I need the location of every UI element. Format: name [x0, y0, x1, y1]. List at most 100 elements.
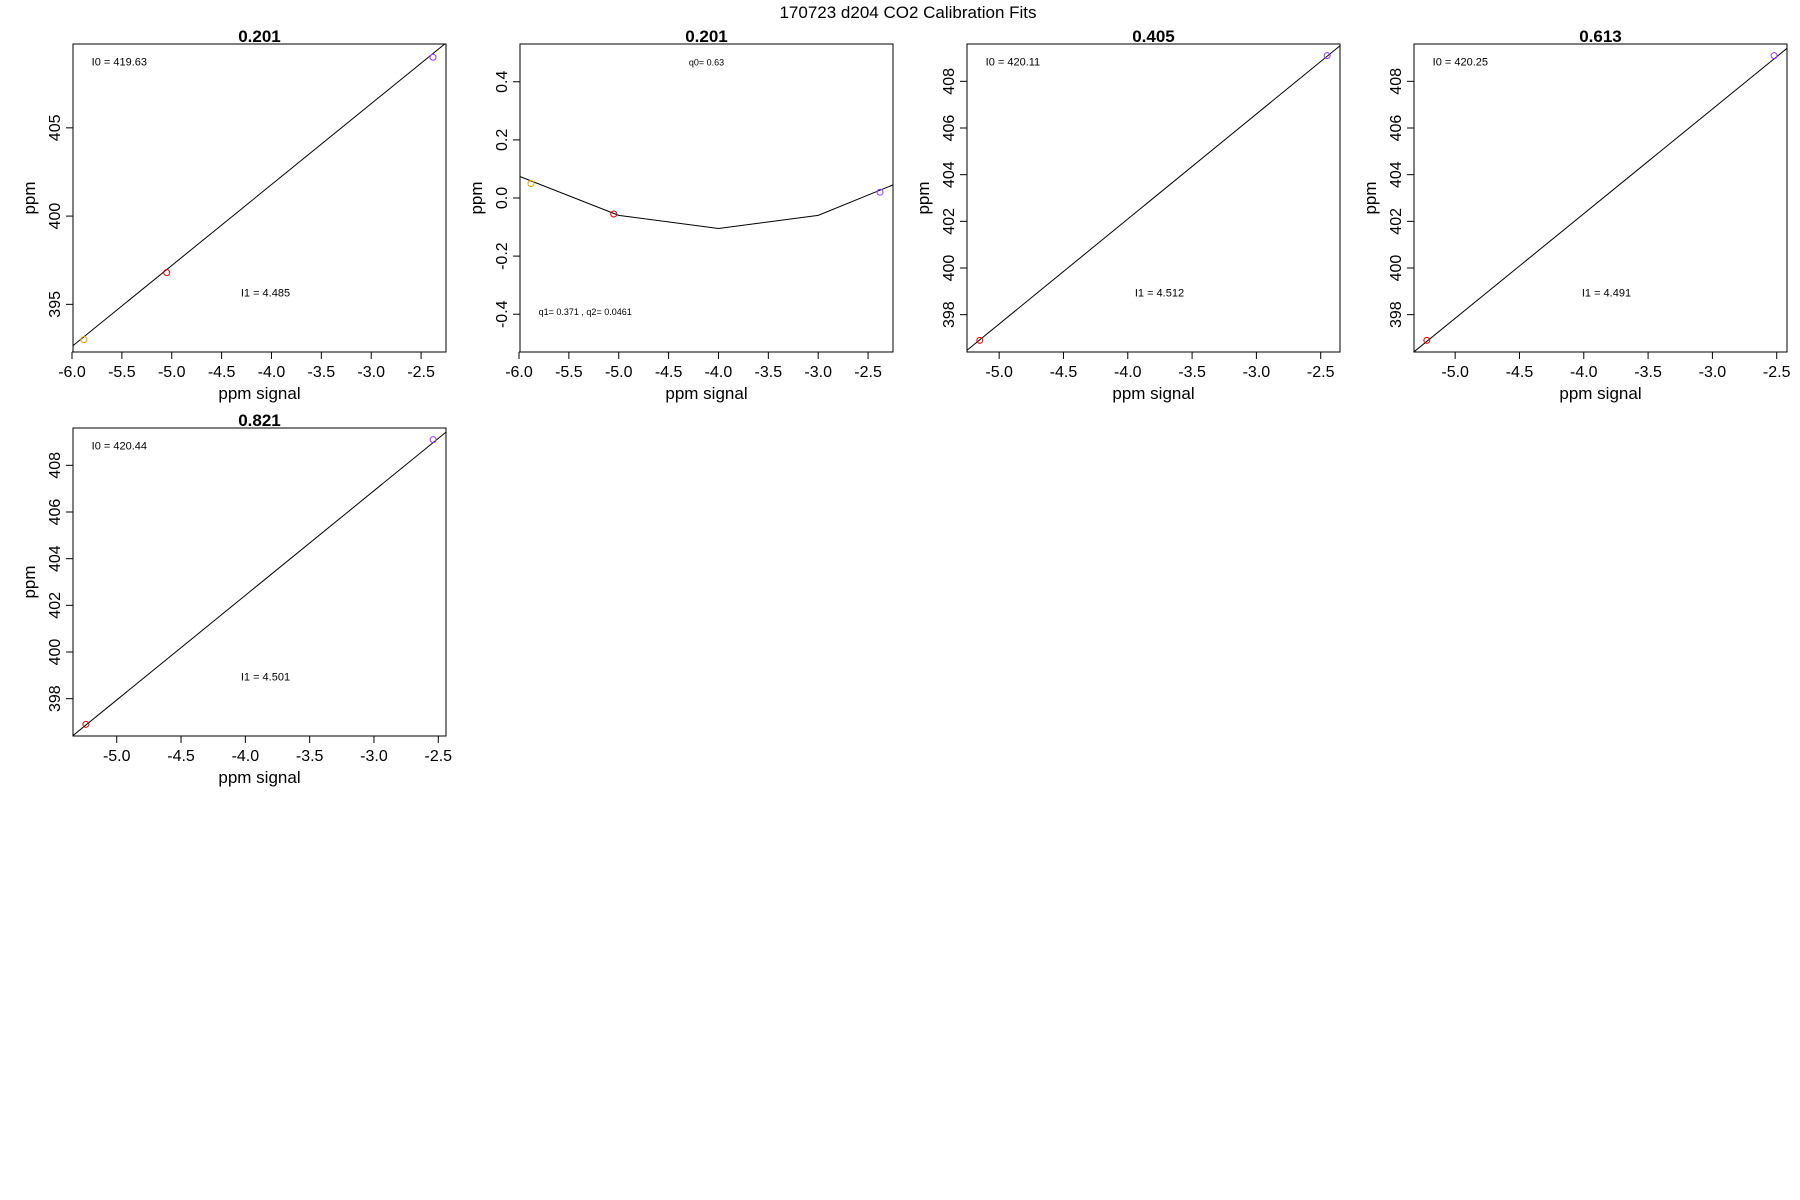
fit-annotation: I1 = 4.501	[241, 672, 290, 684]
fit-annotation: I1 = 4.512	[1135, 288, 1184, 300]
panel-title: 0.201	[685, 27, 728, 46]
fit-annotation: I1 = 4.485	[241, 288, 290, 300]
x-tick-label: -3.0	[1699, 364, 1727, 381]
y-tick-label: 398	[47, 685, 64, 712]
fit-annotation: q0= 0.63	[689, 58, 724, 68]
data-point-purple	[1770, 52, 1778, 60]
panels-container: 0.201 -6.0 -5.5 -5.0 -4.5 -4.0 -3.5 -3.0 -2.5 395…	[20, 27, 1791, 787]
x-tick-label: -4.0	[1114, 364, 1142, 381]
fit-line	[1414, 47, 1787, 352]
x-tick-label: -3.0	[357, 364, 385, 381]
y-tick-label: 400	[47, 639, 64, 666]
fit-line	[520, 176, 893, 230]
fit-line	[73, 44, 446, 347]
y-tick-label: -0.4	[494, 300, 511, 328]
x-tick-label: -3.5	[1178, 364, 1206, 381]
data-point-red	[82, 720, 90, 728]
data-point-purple	[1323, 52, 1331, 60]
x-tick-label: -4.0	[258, 364, 286, 381]
x-tick-label: -4.5	[655, 364, 683, 381]
y-tick-label: 0.2	[494, 129, 511, 151]
data-point-orange	[527, 179, 535, 187]
x-tick-label: -5.0	[158, 364, 186, 381]
y-tick-label: 408	[1388, 68, 1405, 95]
x-tick-label: -2.5	[1307, 364, 1335, 381]
fit-annotation: q1= 0.371 , q2= 0.0461	[539, 307, 632, 317]
y-tick-label: 398	[941, 301, 958, 328]
x-tick-label: -3.5	[755, 364, 783, 381]
x-axis-label: ppm signal	[218, 384, 300, 403]
x-tick-label: -3.0	[360, 748, 388, 765]
panel-title: 0.821	[238, 411, 281, 430]
fit-annotation: I0 = 419.63	[92, 57, 147, 69]
x-tick-label: -4.0	[1570, 364, 1598, 381]
x-axis-label: ppm signal	[1559, 384, 1641, 403]
x-tick-label: -2.5	[854, 364, 882, 381]
x-tick-label: -2.5	[407, 364, 435, 381]
y-tick-label: 395	[47, 291, 64, 318]
x-tick-label: -6.0	[58, 364, 86, 381]
y-axis-label: ppm	[1361, 181, 1380, 214]
x-axis-label: ppm signal	[218, 768, 300, 787]
data-point-red	[976, 336, 984, 344]
x-tick-label: -3.5	[308, 364, 336, 381]
x-tick-label: -4.5	[208, 364, 236, 381]
x-tick-label: -3.0	[804, 364, 832, 381]
y-tick-label: 0.0	[494, 187, 511, 209]
data-point-purple	[429, 436, 437, 444]
data-point-orange	[80, 336, 88, 344]
chart-panel-1: 0.201 -6.0 -5.5 -5.0 -4.5 -4.0 -3.5 -3.0 -2.5 395…	[20, 27, 447, 403]
x-tick-label: -4.0	[705, 364, 733, 381]
x-tick-label: -2.5	[424, 748, 452, 765]
fit-line	[73, 431, 446, 736]
data-point-red	[610, 210, 618, 218]
y-tick-label: 402	[47, 592, 64, 619]
x-tick-label: -5.0	[103, 748, 131, 765]
y-tick-label: -0.2	[494, 242, 511, 270]
fit-annotation: I0 = 420.44	[92, 441, 147, 453]
x-tick-label: -4.5	[1506, 364, 1534, 381]
fit-annotation: I1 = 4.491	[1582, 288, 1631, 300]
panel-title: 0.613	[1579, 27, 1622, 46]
chart-panel-3: 0.405 -5.0 -4.5 -4.0 -3.5 -3.0 -2.5 398 400 402 40…	[914, 27, 1341, 403]
x-axis-label: ppm signal	[1112, 384, 1194, 403]
figure-title: 170723 d204 CO2 Calibration Fits	[779, 3, 1036, 22]
x-axis-label: ppm signal	[665, 384, 747, 403]
y-tick-label: 400	[47, 203, 64, 230]
x-tick-label: -4.5	[1050, 364, 1078, 381]
y-tick-label: 405	[47, 114, 64, 141]
x-tick-label: -3.5	[1634, 364, 1662, 381]
x-tick-label: -3.0	[1243, 364, 1271, 381]
panel-title: 0.201	[238, 27, 281, 46]
data-point-red	[163, 269, 171, 277]
y-axis-label: ppm	[20, 181, 39, 214]
x-tick-label: -4.5	[167, 748, 195, 765]
fit-annotation: I0 = 420.25	[1433, 57, 1488, 69]
y-tick-label: 404	[1388, 161, 1405, 188]
y-tick-label: 408	[47, 452, 64, 479]
y-tick-label: 408	[941, 68, 958, 95]
y-tick-label: 398	[1388, 301, 1405, 328]
y-tick-label: 400	[1388, 255, 1405, 282]
y-tick-label: 0.4	[494, 71, 511, 93]
x-tick-label: -6.0	[505, 364, 533, 381]
y-tick-label: 402	[941, 208, 958, 235]
chart-panel-5: 0.821 -5.0 -4.5 -4.0 -3.5 -3.0 -2.5 398 400 402 40…	[20, 411, 452, 787]
data-point-purple	[876, 188, 884, 196]
y-axis-label: ppm	[467, 181, 486, 214]
x-tick-label: -5.0	[985, 364, 1013, 381]
y-tick-label: 406	[941, 115, 958, 142]
fit-line	[967, 45, 1340, 351]
chart-panel-4: 0.613 -5.0 -4.5 -4.0 -3.5 -3.0 -2.5 398 400 402 40…	[1361, 27, 1791, 403]
x-tick-label: -5.5	[555, 364, 583, 381]
y-tick-label: 402	[1388, 208, 1405, 235]
x-tick-label: -3.5	[296, 748, 324, 765]
x-tick-label: -5.0	[605, 364, 633, 381]
y-tick-label: 406	[47, 499, 64, 526]
x-tick-label: -5.0	[1441, 364, 1469, 381]
y-tick-label: 404	[941, 161, 958, 188]
panel-title: 0.405	[1132, 27, 1175, 46]
x-tick-label: -2.5	[1763, 364, 1791, 381]
